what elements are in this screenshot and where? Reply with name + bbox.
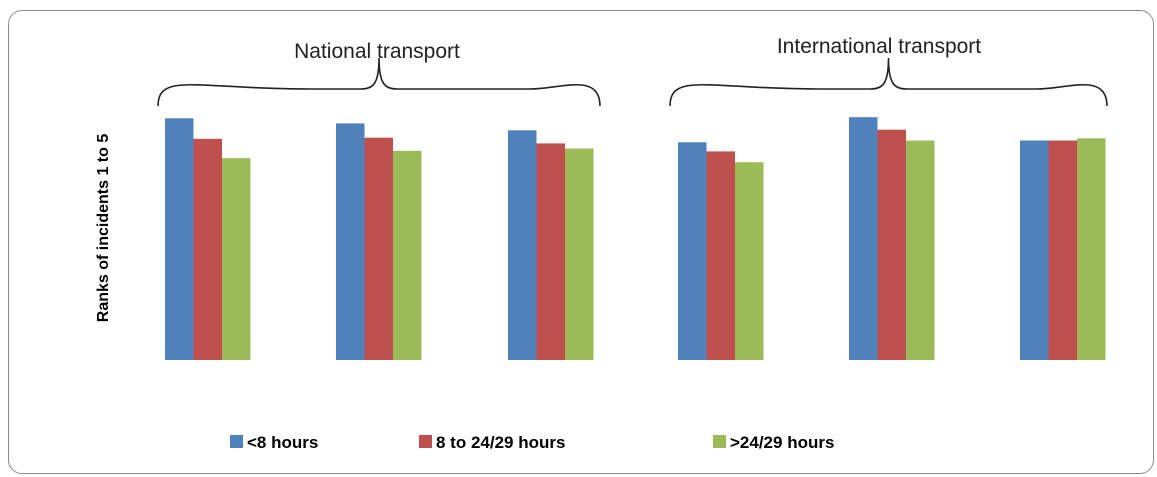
bar xyxy=(508,130,537,360)
bar xyxy=(707,151,736,360)
legend-item: <8 hours xyxy=(230,433,318,452)
legend-label: 8 to 24/29 hours xyxy=(436,433,565,452)
bar xyxy=(906,141,935,361)
bar xyxy=(336,123,365,360)
bar xyxy=(1077,138,1106,360)
group-labels: National transport International transpor… xyxy=(294,35,981,63)
legend-item: 8 to 24/29 hours xyxy=(419,433,565,452)
legend-swatch xyxy=(713,435,726,448)
legend-label: >24/29 hours xyxy=(730,433,834,452)
bar xyxy=(565,149,594,361)
group-brace xyxy=(670,58,1107,106)
legend-swatch xyxy=(419,435,432,448)
group-label: National transport xyxy=(294,40,460,63)
bar xyxy=(393,151,422,360)
bar xyxy=(735,162,764,360)
bar xyxy=(1020,141,1049,361)
group-brace xyxy=(158,58,600,106)
bar xyxy=(194,139,223,360)
y-axis-label: Ranks of incidents 1 to 5 xyxy=(95,134,112,323)
legend: <8 hours 8 to 24/29 hours >24/29 hours xyxy=(230,433,834,452)
bar xyxy=(1049,141,1078,361)
legend-item: >24/29 hours xyxy=(713,433,834,452)
bar xyxy=(878,130,907,360)
bar xyxy=(849,117,878,360)
legend-label: <8 hours xyxy=(247,433,318,452)
group-label: International transport xyxy=(777,35,981,58)
bar xyxy=(165,118,194,360)
bar xyxy=(537,143,566,360)
group-braces xyxy=(158,58,1107,106)
bar xyxy=(678,142,707,360)
legend-swatch xyxy=(230,435,243,448)
bars xyxy=(165,117,1106,360)
bar xyxy=(365,138,394,360)
bar xyxy=(222,158,251,360)
